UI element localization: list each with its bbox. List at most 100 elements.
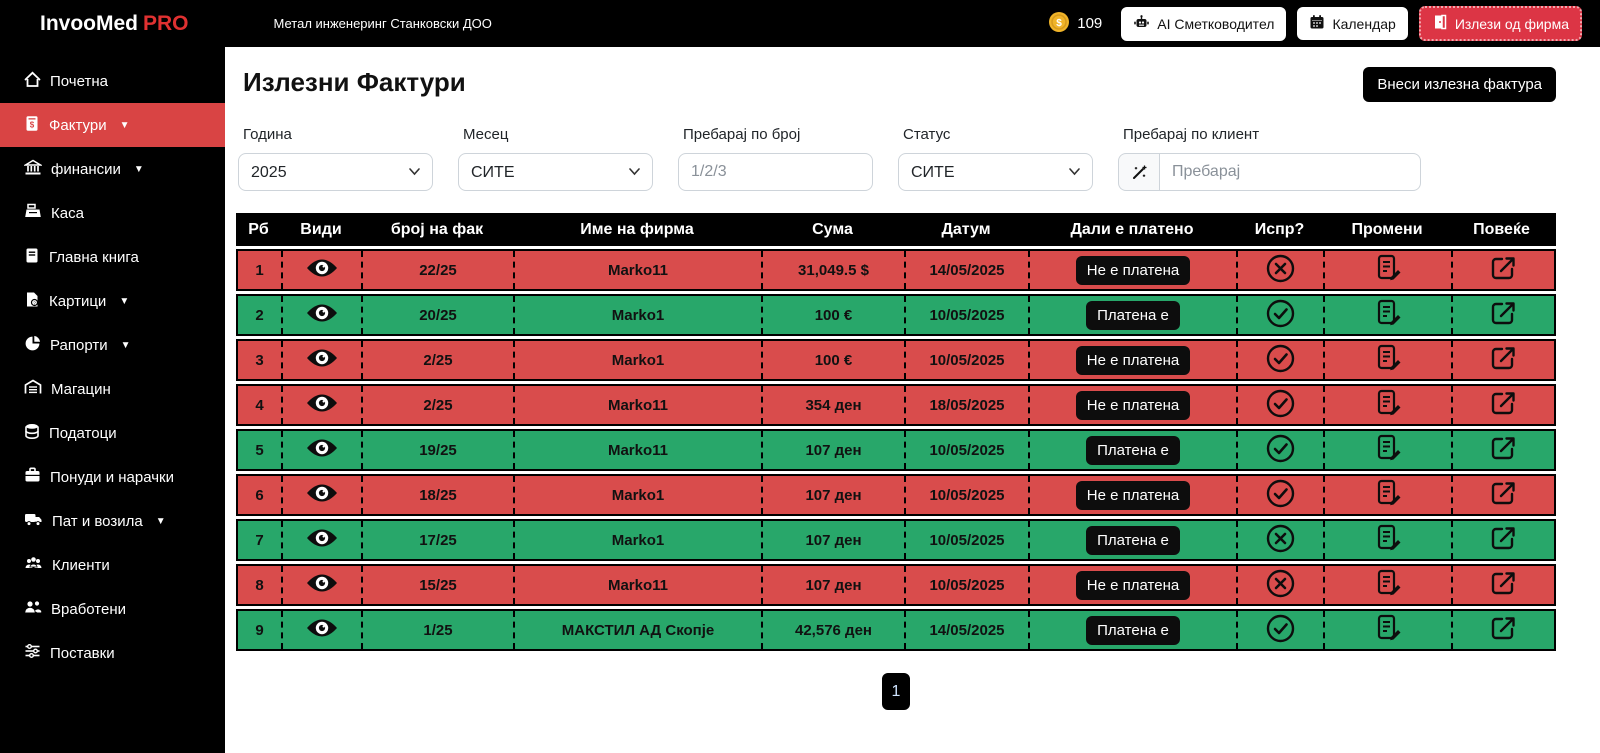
paid-status-badge[interactable]: Не е платена [1076, 481, 1190, 510]
pagination: 1 [236, 673, 1556, 710]
edit-invoice-button[interactable] [1325, 521, 1453, 559]
sent-status-cell[interactable] [1238, 296, 1325, 334]
sidebar-item-10[interactable]: Пат и возила ▼ [0, 499, 225, 543]
chevron-down-icon: ▼ [121, 340, 131, 351]
amount-cell: 354 ден [763, 386, 906, 424]
sent-status-cell[interactable] [1238, 386, 1325, 424]
number-search-label: Пребарај по број [683, 126, 873, 143]
app-logo[interactable]: InvooMedPRO [40, 12, 189, 36]
brand-suffix: PRO [143, 12, 189, 35]
sent-status-cell[interactable] [1238, 341, 1325, 379]
number-search-input[interactable] [678, 153, 873, 191]
sidebar-item-5[interactable]: ? Картици ▼ [0, 279, 225, 323]
amount-cell: 107 ден [763, 566, 906, 604]
clients-icon [24, 555, 43, 575]
sidebar-item-6[interactable]: Рапорти ▼ [0, 323, 225, 367]
sidebar-item-0[interactable]: Почетна [0, 59, 225, 103]
paid-status-cell: Платена е [1030, 611, 1238, 649]
sent-status-cell[interactable] [1238, 431, 1325, 469]
x-circle-icon [1265, 568, 1296, 603]
month-filter-label: Месец [463, 126, 653, 143]
more-details-button[interactable] [1453, 611, 1554, 649]
view-invoice-button[interactable] [283, 296, 363, 334]
view-invoice-button[interactable] [283, 341, 363, 379]
page-1-button[interactable]: 1 [882, 673, 910, 710]
edit-invoice-button[interactable] [1325, 341, 1453, 379]
invoice-number: 18/25 [363, 476, 515, 514]
more-details-button[interactable] [1453, 566, 1554, 604]
edit-invoice-button[interactable] [1325, 611, 1453, 649]
sent-status-cell[interactable] [1238, 251, 1325, 289]
sent-status-cell[interactable] [1238, 521, 1325, 559]
date-cell: 18/05/2025 [906, 386, 1030, 424]
calendar-label: Календар [1332, 16, 1395, 32]
table-row: 3 2/25 Marko1 100 € 10/05/2025 Не е плат… [236, 339, 1556, 381]
more-details-button[interactable] [1453, 251, 1554, 289]
edit-invoice-button[interactable] [1325, 566, 1453, 604]
more-details-button[interactable] [1453, 521, 1554, 559]
sent-status-cell[interactable] [1238, 566, 1325, 604]
sidebar-item-3[interactable]: Каса [0, 191, 225, 235]
sent-status-cell[interactable] [1238, 476, 1325, 514]
paid-status-badge[interactable]: Платена е [1086, 526, 1180, 555]
paid-status-badge[interactable]: Не е платена [1076, 256, 1190, 285]
paid-status-cell: Не е платена [1030, 341, 1238, 379]
external-link-icon [1488, 253, 1519, 288]
more-details-button[interactable] [1453, 476, 1554, 514]
paid-status-badge[interactable]: Не е платена [1076, 391, 1190, 420]
external-link-icon [1488, 568, 1519, 603]
year-select[interactable]: 2025 [238, 153, 433, 191]
paid-status-badge[interactable]: Платена е [1086, 616, 1180, 645]
more-details-button[interactable] [1453, 296, 1554, 334]
paid-status-badge[interactable]: Платена е [1086, 301, 1180, 330]
sidebar-item-label: финансии [51, 161, 121, 178]
row-number: 6 [238, 476, 283, 514]
paid-status-badge[interactable]: Не е платена [1076, 571, 1190, 600]
sidebar-item-9[interactable]: Понуди и нарачки [0, 455, 225, 499]
logout-company-button[interactable]: Излези од фирма [1419, 6, 1582, 41]
edit-invoice-button[interactable] [1325, 431, 1453, 469]
invoice-number: 15/25 [363, 566, 515, 604]
sidebar-item-4[interactable]: Главна книга [0, 235, 225, 279]
view-invoice-button[interactable] [283, 386, 363, 424]
sidebar-item-11[interactable]: Клиенти [0, 543, 225, 587]
calendar-button[interactable]: Календар [1297, 7, 1407, 40]
sidebar-item-13[interactable]: Поставки [0, 631, 225, 675]
sidebar-item-1[interactable]: $ Фактури ▼ [0, 103, 225, 147]
view-invoice-button[interactable] [283, 431, 363, 469]
sidebar-item-7[interactable]: Магацин [0, 367, 225, 411]
company-name-cell: Marko11 [515, 431, 763, 469]
paid-status-cell: Платена е [1030, 296, 1238, 334]
add-invoice-button[interactable]: Внеси излезна фактура [1363, 67, 1556, 102]
edit-invoice-button[interactable] [1325, 386, 1453, 424]
sidebar-item-2[interactable]: финансии ▼ [0, 147, 225, 191]
table-row: 8 15/25 Marko11 107 ден 10/05/2025 Не е … [236, 564, 1556, 606]
ai-accountant-button[interactable]: AI Сметководител [1121, 7, 1286, 41]
sent-status-cell[interactable] [1238, 611, 1325, 649]
view-invoice-button[interactable] [283, 521, 363, 559]
sidebar-item-8[interactable]: Податоци [0, 411, 225, 455]
paid-status-badge[interactable]: Платена е [1086, 436, 1180, 465]
edit-invoice-button[interactable] [1325, 476, 1453, 514]
status-select[interactable]: СИТЕ [898, 153, 1093, 191]
sidebar-item-label: Клиенти [52, 557, 110, 574]
table-row: 5 19/25 Marko11 107 ден 10/05/2025 Плате… [236, 429, 1556, 471]
magic-wand-icon[interactable] [1118, 153, 1159, 191]
status-filter-label: Статус [903, 126, 1093, 143]
edit-invoice-button[interactable] [1325, 296, 1453, 334]
view-invoice-button[interactable] [283, 611, 363, 649]
view-invoice-button[interactable] [283, 476, 363, 514]
view-invoice-button[interactable] [283, 251, 363, 289]
sidebar-item-12[interactable]: Вработени [0, 587, 225, 631]
warehouse-icon [24, 379, 42, 399]
more-details-button[interactable] [1453, 431, 1554, 469]
month-select[interactable]: СИТЕ [458, 153, 653, 191]
filters-bar: Година 2025 Месец СИТЕ Пребарај по број … [238, 126, 1556, 191]
more-details-button[interactable] [1453, 341, 1554, 379]
client-search-input[interactable] [1159, 153, 1421, 191]
paid-status-badge[interactable]: Не е платена [1076, 346, 1190, 375]
robot-icon [1133, 14, 1150, 34]
edit-invoice-button[interactable] [1325, 251, 1453, 289]
view-invoice-button[interactable] [283, 566, 363, 604]
more-details-button[interactable] [1453, 386, 1554, 424]
